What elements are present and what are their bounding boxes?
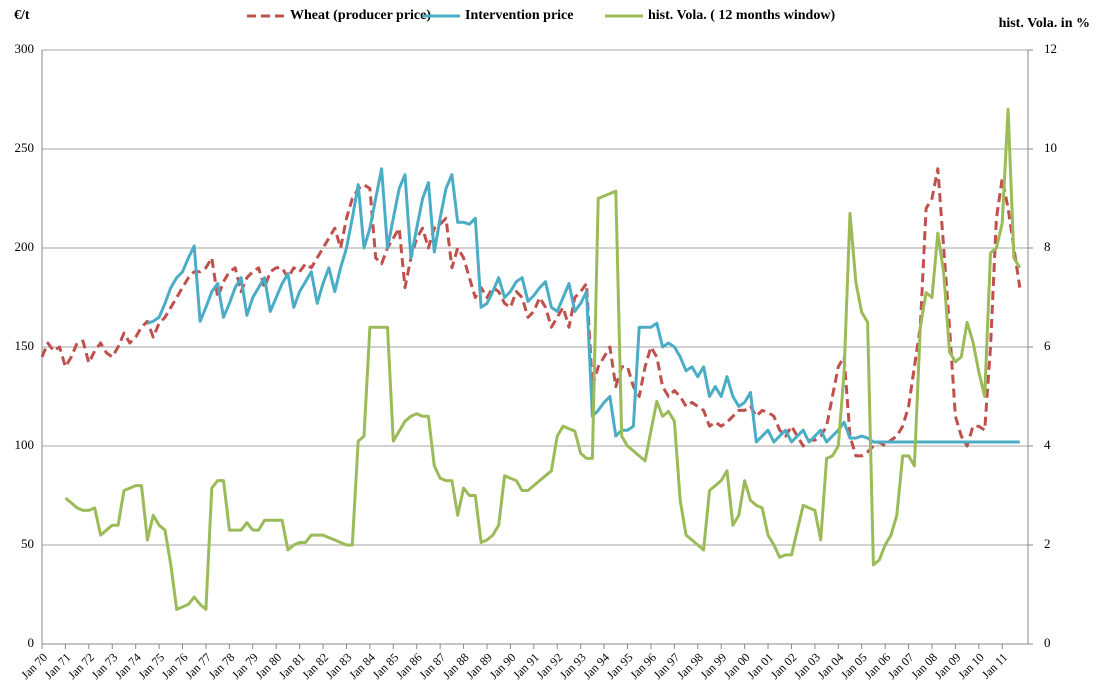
x-tick-label: Jan 91 xyxy=(510,650,542,682)
x-tick-label: Jan 73 xyxy=(89,650,121,682)
x-tick-label: Jan 99 xyxy=(697,650,729,682)
x-tick-label: Jan 10 xyxy=(955,650,987,682)
x-tick-label: Jan 84 xyxy=(346,650,378,682)
x-tick-label: Jan 06 xyxy=(861,650,893,682)
x-tick-label: Jan 11 xyxy=(979,650,1011,682)
x-tick-label: Jan 05 xyxy=(838,650,870,682)
legend-label: hist. Vola. ( 12 months window) xyxy=(648,8,835,23)
x-tick-label: Jan 89 xyxy=(463,650,495,682)
x-tick-label: Jan 00 xyxy=(721,650,753,682)
x-tick-label: Jan 76 xyxy=(159,650,191,682)
x-tick-label: Jan 74 xyxy=(112,650,144,682)
y-tick-label: 200 xyxy=(15,239,35,254)
x-tick-label: Jan 78 xyxy=(206,650,238,682)
x-tick-label: Jan 92 xyxy=(533,650,565,682)
series-line xyxy=(64,107,1022,611)
x-tick-label: Jan 01 xyxy=(744,650,776,682)
x-tick-label: Jan 94 xyxy=(580,650,612,682)
y2-tick-label: 8 xyxy=(1044,239,1051,254)
y-tick-label: 100 xyxy=(15,437,35,452)
y-tick-label: 0 xyxy=(28,635,35,650)
y-tick-label: 300 xyxy=(15,41,35,56)
x-tick-label: Jan 75 xyxy=(135,650,167,682)
x-tick-label: Jan 82 xyxy=(299,650,331,682)
y2-tick-label: 6 xyxy=(1044,338,1051,353)
x-tick-label: Jan 04 xyxy=(815,650,847,682)
x-tick-label: Jan 03 xyxy=(791,650,823,682)
x-tick-label: Jan 93 xyxy=(557,650,589,682)
y2-axis-label: hist. Vola. in % xyxy=(999,16,1090,31)
y-tick-label: 250 xyxy=(15,140,35,155)
x-tick-label: Jan 96 xyxy=(627,650,659,682)
series-line xyxy=(40,167,1022,458)
x-tick-label: Jan 72 xyxy=(65,650,97,682)
x-tick-label: Jan 88 xyxy=(440,650,472,682)
y2-tick-label: 4 xyxy=(1044,437,1051,452)
legend-label: Intervention price xyxy=(465,8,573,23)
y-axis-label: €/t xyxy=(14,8,30,23)
x-tick-label: Jan 97 xyxy=(651,650,683,682)
y2-tick-label: 12 xyxy=(1044,41,1057,56)
x-tick-label: Jan 87 xyxy=(416,650,448,682)
x-tick-label: Jan 07 xyxy=(885,650,917,682)
x-tick-label: Jan 95 xyxy=(604,650,636,682)
x-tick-label: Jan 77 xyxy=(182,650,214,682)
x-tick-label: Jan 80 xyxy=(252,650,284,682)
x-tick-label: Jan 70 xyxy=(18,650,50,682)
x-tick-label: Jan 86 xyxy=(393,650,425,682)
x-tick-label: Jan 81 xyxy=(276,650,308,682)
x-tick-label: Jan 83 xyxy=(323,650,355,682)
x-tick-label: Jan 09 xyxy=(932,650,964,682)
series-line xyxy=(146,167,1020,444)
x-tick-label: Jan 85 xyxy=(370,650,402,682)
y2-tick-label: 0 xyxy=(1044,635,1051,650)
x-tick-label: Jan 71 xyxy=(42,650,74,682)
y-tick-label: 150 xyxy=(15,338,35,353)
x-tick-label: Jan 98 xyxy=(674,650,706,682)
y2-tick-label: 2 xyxy=(1044,536,1051,551)
y2-tick-label: 10 xyxy=(1044,140,1057,155)
x-tick-label: Jan 90 xyxy=(487,650,519,682)
x-tick-label: Jan 02 xyxy=(768,650,800,682)
x-tick-label: Jan 79 xyxy=(229,650,261,682)
legend-label: Wheat (producer price) xyxy=(290,8,431,23)
y-tick-label: 50 xyxy=(21,536,34,551)
x-tick-label: Jan 08 xyxy=(908,650,940,682)
